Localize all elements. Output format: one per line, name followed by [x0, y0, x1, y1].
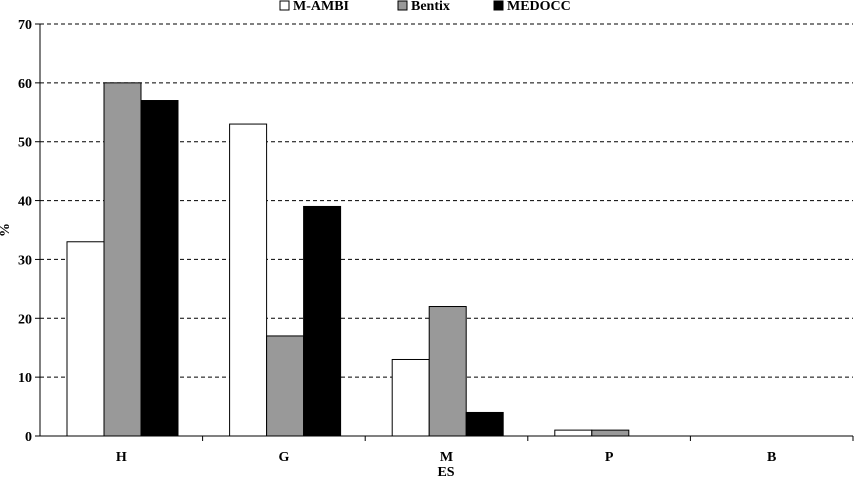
x-tick-label: M [440, 450, 453, 465]
y-tick-label: 70 [18, 18, 32, 33]
bar-bentix-m [428, 306, 467, 437]
y-tick-labels: 0 10 20 30 40 50 60 70 [18, 18, 32, 445]
x-axis-title: ES [437, 465, 454, 478]
x-tick-label: B [767, 450, 776, 465]
y-tick-label: 60 [18, 77, 32, 92]
bar-m-ambi-h [66, 241, 105, 437]
bar-medocc-h [140, 100, 179, 437]
legend: M-AMBI Bentix MEDOCC [279, 0, 571, 14]
y-tick-label: 20 [18, 312, 32, 327]
y-tick-label: 0 [25, 430, 32, 445]
y-tick-label: 10 [18, 371, 32, 386]
bar-m-ambi-g [229, 123, 268, 437]
bar-medocc-m [465, 411, 504, 437]
y-tick-label: 50 [18, 136, 32, 151]
legend-swatch-m-ambi [279, 0, 290, 11]
bar-medocc-g [303, 205, 342, 437]
bar-bentix-g [266, 335, 305, 437]
bar-bentix-p [591, 429, 630, 437]
bar-bentix-h [103, 82, 142, 437]
legend-swatch-medocc [493, 0, 504, 11]
axes [39, 24, 853, 437]
y-axis-title: % [0, 223, 13, 237]
legend-label-bentix: Bentix [411, 0, 450, 14]
y-tick-label: 40 [18, 195, 32, 210]
x-tick-label: H [116, 450, 127, 465]
bar-m-ambi-m [391, 358, 430, 437]
x-tick-label: G [278, 450, 289, 465]
bar-m-ambi-p [554, 429, 593, 437]
legend-label-medocc: MEDOCC [507, 0, 571, 14]
legend-swatch-bentix [397, 0, 408, 11]
y-tick-label: 30 [18, 253, 32, 268]
legend-label-m-ambi: M-AMBI [293, 0, 349, 14]
bars [66, 82, 630, 437]
x-tick-label: P [605, 450, 614, 465]
